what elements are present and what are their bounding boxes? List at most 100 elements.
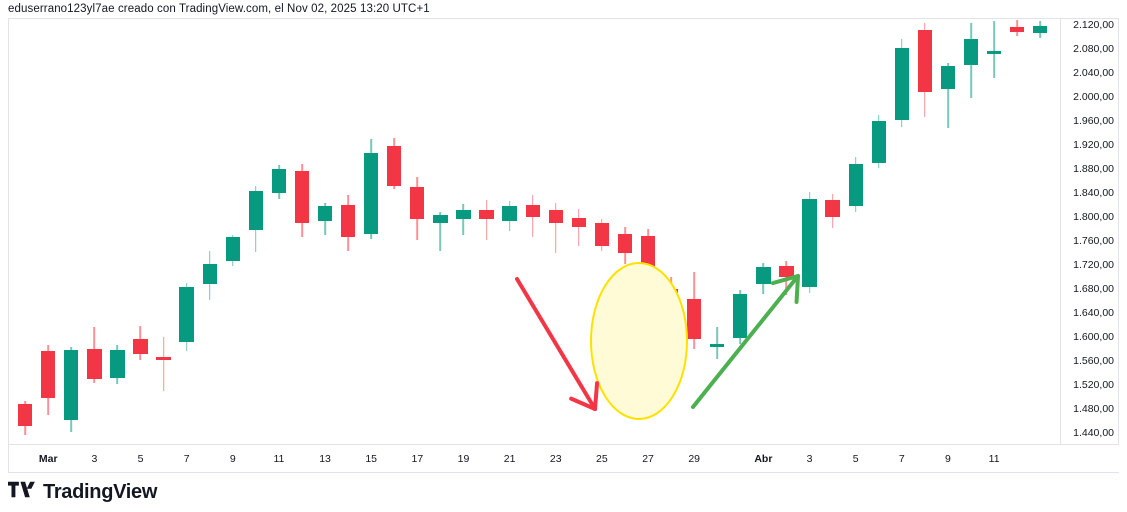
candlestick: [1010, 19, 1025, 445]
candlestick: [248, 19, 263, 445]
tradingview-logo-icon: [8, 480, 36, 504]
candlestick: [917, 19, 933, 445]
candle-wick: [716, 327, 719, 359]
price-tick-label: 1.880,00: [1073, 163, 1114, 175]
candlestick: [940, 19, 956, 445]
price-axis[interactable]: 2.120,00 2.080,00 2.040,00 2.000,00 1.960,00…: [1060, 19, 1118, 445]
candle-wick: [439, 212, 442, 251]
time-tick-label: 19: [457, 453, 470, 465]
price-tick-label: 1.440,00: [1073, 427, 1114, 439]
time-tick-label: 15: [365, 453, 378, 465]
candle-body: [687, 298, 702, 340]
candlestick: [1033, 19, 1048, 445]
candlestick: [410, 19, 425, 445]
candlestick: [571, 19, 586, 445]
candlestick: [963, 19, 979, 445]
candlestick: [294, 19, 310, 445]
price-tick-label: 1.960,00: [1073, 115, 1114, 127]
candle-body: [456, 209, 471, 220]
candlestick: [825, 19, 840, 445]
candlestick: [802, 19, 817, 445]
candle-body: [110, 350, 125, 378]
candle-wick: [578, 208, 580, 246]
price-tick-label: 1.800,00: [1073, 211, 1114, 223]
time-tick-label: 29: [688, 453, 701, 465]
candle-body: [179, 286, 194, 342]
time-tick-label: 17: [411, 453, 424, 465]
candlestick: [848, 19, 863, 445]
candlestick: [110, 19, 125, 445]
uptrend-arrow-head: [794, 274, 800, 304]
candle-wick: [947, 63, 949, 129]
candlestick: [479, 19, 494, 445]
candlestick: [340, 19, 356, 445]
candle-body: [871, 121, 886, 163]
price-tick-label: 2.040,00: [1073, 67, 1114, 79]
price-tick-label: 1.760,00: [1073, 235, 1114, 247]
candle-body: [594, 223, 610, 246]
candlestick: [387, 19, 402, 445]
time-tick-label: 9: [229, 453, 236, 465]
price-tick-label: 1.480,00: [1073, 403, 1114, 415]
price-tick-label: 1.640,00: [1073, 307, 1114, 319]
candle-body: [733, 293, 748, 339]
candle-body: [433, 214, 448, 223]
chart-plot-area[interactable]: [9, 19, 1061, 445]
time-tick-label: 11: [273, 453, 285, 465]
candle-body: [525, 205, 540, 217]
time-tick-label: 5: [852, 453, 859, 465]
candle-wick: [462, 203, 465, 235]
candle-body: [340, 205, 356, 238]
price-tick-label: 1.600,00: [1073, 331, 1114, 343]
candle-body: [17, 404, 33, 426]
candlestick: [594, 19, 610, 445]
candlestick: [156, 19, 171, 445]
time-tick-label: 21: [503, 453, 516, 465]
tradingview-wordmark: TradingView: [43, 481, 158, 503]
price-tick-label: 1.680,00: [1073, 283, 1114, 295]
candlestick: [64, 19, 79, 445]
candle-body: [548, 209, 563, 223]
candlestick: [41, 19, 56, 445]
attribution-text: eduserrano123yl7ae creado con TradingVie…: [8, 3, 430, 15]
candle-wick: [993, 21, 995, 78]
candlestick: [687, 19, 702, 445]
candlestick: [87, 19, 102, 445]
candle-body: [640, 236, 656, 299]
candle-body: [779, 266, 794, 277]
candle-body: [225, 237, 240, 262]
time-axis[interactable]: Mar 3 5 7 9 11 13 15 17 19 21 23 25 27 29 Abr 3 5 7 9 11: [9, 444, 1119, 472]
candlestick: [617, 19, 633, 445]
candlestick: [456, 19, 471, 445]
time-tick-label: 3: [91, 453, 98, 465]
time-tick-label: 13: [319, 453, 331, 465]
time-tick-label: 11: [988, 453, 1000, 465]
candle-wick: [162, 337, 165, 391]
candlestick: [364, 19, 379, 445]
price-tick-label: 2.000,00: [1073, 91, 1114, 103]
candle-body: [41, 351, 56, 399]
candle-body: [87, 349, 102, 379]
candle-body: [617, 233, 633, 253]
candlestick: [525, 19, 540, 445]
candle-body: [1033, 26, 1048, 34]
candlestick: [663, 19, 679, 445]
time-tick-label: 23: [549, 453, 562, 465]
candlestick: [317, 19, 333, 445]
candlestick: [271, 19, 287, 445]
time-tick-label: 25: [596, 453, 608, 465]
candle-body: [271, 169, 287, 193]
candlestick: [502, 19, 517, 445]
candle-body: [294, 171, 310, 223]
candlestick: [986, 19, 1002, 445]
candle-body: [963, 39, 979, 65]
candle-body: [248, 190, 263, 231]
candlestick: [894, 19, 909, 445]
candlestick: [710, 19, 725, 445]
time-tick-label: 9: [945, 453, 951, 465]
price-tick-label: 1.520,00: [1073, 379, 1114, 391]
candlestick: [433, 19, 448, 445]
candle-body: [825, 200, 840, 217]
price-tick-label: 1.560,00: [1073, 355, 1114, 367]
candle-body: [802, 199, 817, 287]
